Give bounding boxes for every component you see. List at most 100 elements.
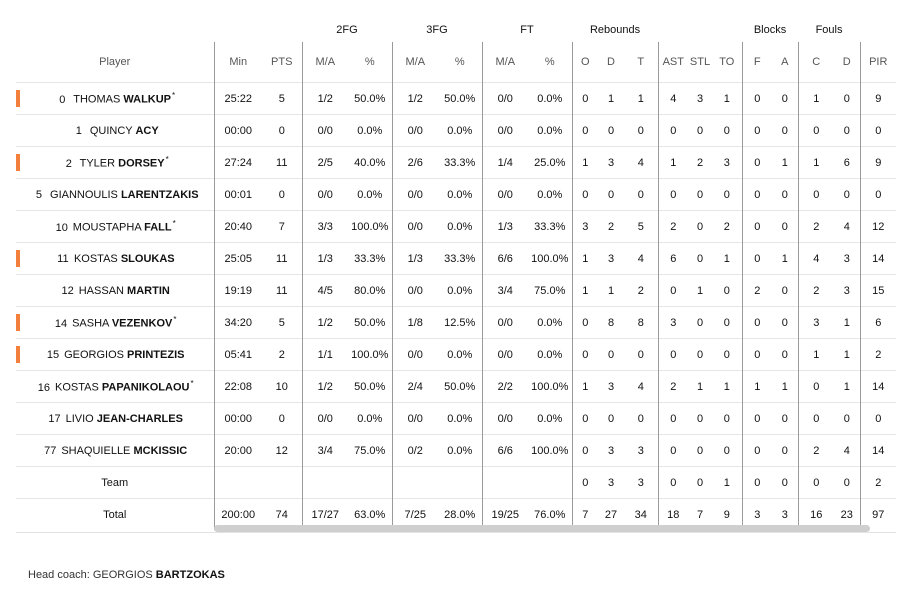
stat-t: 1 [624,82,659,115]
stat-fg3: 0/0 [391,338,438,371]
player-row: 15 GEORGIOS PRINTEZIS 05:41 2 1/1 100.0% 0/0 0… [16,338,897,371]
stat-fg2: 1/2 [301,370,348,403]
stat-fg3p: 0.0% [438,434,482,467]
stat-fg2p: 100.0% [348,338,392,371]
player-number: 1 [75,124,82,137]
total-stat-fd: 23 [834,498,861,530]
stat-fg2p: 40.0% [348,146,392,179]
team-stat-ba: 0 [772,466,799,499]
stat-fg2p: 80.0% [348,274,392,307]
team-stat-stl: 0 [688,466,713,499]
col-ast: AST [657,42,689,83]
team-stat-fg3 [391,466,438,499]
stat-to: 0 [712,178,743,211]
stat-fg2: 1/3 [301,242,348,275]
total-stat-stl: 7 [688,498,713,530]
stat-pts: 11 [262,146,302,179]
player-first-name: GIANNOULIS [50,188,118,201]
player-row: 2 TYLER DORSEY* 27:24 11 2/5 40.0% 2/6 33.3% 1/… [16,146,897,179]
stat-pts: 11 [262,242,302,275]
player-first-name: GEORGIOS [64,348,124,361]
stat-bf: 0 [741,146,773,179]
col-3fg-ma: M/A [391,42,438,83]
stat-t: 4 [624,242,659,275]
total-stat-o: 7 [571,498,599,530]
player-row: 12 HASSAN MARTIN 19:19 11 4/5 80.0% 0/0 0.0% 3/… [16,274,897,307]
stat-o: 1 [571,274,599,307]
stat-fg3p: 33.3% [438,242,482,275]
col-ft-ma: M/A [481,42,528,83]
group-fouls: Fouls [815,24,843,36]
stat-stl: 3 [688,82,713,115]
total-stat-pir: 97 [859,498,897,530]
stat-fg2p: 0.0% [348,402,392,435]
starter-indicator [16,154,20,171]
team-stat-ast: 0 [657,466,689,499]
team-stat-fg2 [301,466,348,499]
team-stat-ft [481,466,528,499]
stat-to: 1 [712,370,743,403]
stat-ba: 1 [772,370,799,403]
team-stat-fd: 0 [834,466,861,499]
stat-fg2p: 50.0% [348,306,392,339]
player-first-name: THOMAS [73,93,121,106]
player-last-name: PAPANIKOLAOU [101,381,190,394]
stat-pir: 12 [859,210,897,243]
stat-ba: 0 [772,434,799,467]
stat-ba: 1 [772,242,799,275]
stat-d: 3 [598,146,625,179]
stat-ast: 4 [657,82,689,115]
stat-ftp: 0.0% [528,306,573,339]
stat-t: 0 [624,178,659,211]
stat-d: 0 [598,178,625,211]
stat-fg3: 0/0 [391,274,438,307]
stat-min: 00:00 [213,114,262,147]
team-stat-fg3p [438,466,482,499]
player-number: 10 [55,221,68,234]
group-rebounds: Rebounds [589,24,641,36]
stat-pir: 6 [859,306,897,339]
stat-ftp: 33.3% [528,210,573,243]
player-first-name: TYLER [79,157,116,170]
stat-ba: 0 [772,338,799,371]
player-name-cell: 12 HASSAN MARTIN [16,274,214,307]
group-header-row: 2FG 3FG FT Rebounds Blocks Fouls [16,18,896,42]
player-row: 77 SHAQUIELLE MCKISSIC 20:00 12 3/4 75.0% 0/2… [16,434,897,467]
stat-stl: 0 [688,178,713,211]
head-coach-label: Head coach: [28,569,90,581]
player-name-cell: 11 KOSTAS SLOUKAS [16,242,214,275]
stat-t: 8 [624,306,659,339]
stat-min: 27:24 [213,146,262,179]
stat-fg2: 1/1 [301,338,348,371]
stat-fg3p: 50.0% [438,370,482,403]
stat-fg2: 4/5 [301,274,348,307]
stat-pts: 5 [262,306,302,339]
stat-o: 0 [571,114,599,147]
col-foul-d: D [842,56,851,68]
horizontal-scrollbar[interactable] [214,525,870,532]
team-stat-min [213,466,262,499]
stat-stl: 0 [688,338,713,371]
team-stat-bf: 0 [741,466,773,499]
stat-pir: 14 [859,242,897,275]
player-row: 17 LIVIO JEAN-CHARLES 00:00 0 0/0 0.0% 0/0 0.0… [16,402,897,435]
player-row: 16 KOSTAS PAPANIKOLAOU* 22:08 10 1/2 50.0% 2/… [16,370,897,403]
player-last-name: FALL [144,221,172,234]
stat-ftp: 0.0% [528,338,573,371]
total-stat-ast: 18 [657,498,689,530]
stat-fg3: 2/6 [391,146,438,179]
col-reb-d: D [607,56,615,68]
stat-pir: 0 [859,114,897,147]
player-last-name: PRINTEZIS [127,348,185,361]
total-stat-fg3p: 28.0% [438,498,482,530]
team-label: Team [16,466,214,499]
total-stat-bf: 3 [741,498,773,530]
stat-fg3: 0/0 [391,178,438,211]
stat-pir: 9 [859,146,897,179]
stat-fc: 3 [797,306,835,339]
stat-ft: 6/6 [481,434,528,467]
player-number: 14 [54,317,68,330]
stat-fg3: 0/0 [391,114,438,147]
stat-ft: 0/0 [481,338,528,371]
stat-d: 0 [598,402,625,435]
